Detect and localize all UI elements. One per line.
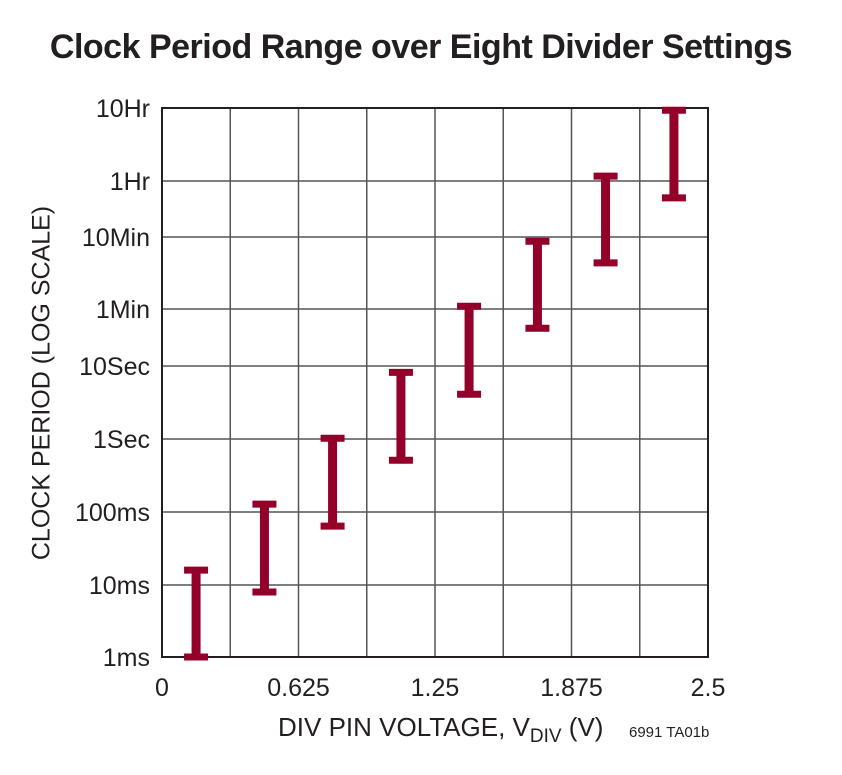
x-axis-label-suffix: (V) xyxy=(561,712,604,742)
x-axis-label-prefix: DIV PIN VOLTAGE, V xyxy=(278,712,530,742)
x-tick-label: 0.625 xyxy=(267,674,330,702)
x-tick-label: 0 xyxy=(155,674,169,702)
y-tick-label: 1Min xyxy=(96,296,150,324)
y-tick-label: 10ms xyxy=(89,572,150,600)
y-tick-label: 1Sec xyxy=(93,426,150,454)
y-tick-label: 100ms xyxy=(75,499,150,527)
figure-code: 6991 TA01b xyxy=(629,724,710,741)
y-axis-label: CLOCK PERIOD (LOG SCALE) xyxy=(27,205,56,561)
y-tick-label: 10Sec xyxy=(79,353,150,381)
y-tick-label: 1ms xyxy=(103,644,150,672)
x-tick-label: 2.5 xyxy=(691,674,726,702)
y-tick-label: 10Min xyxy=(82,224,150,252)
x-axis-label: DIV PIN VOLTAGE, VDIV (V) xyxy=(278,712,603,748)
x-tick-label: 1.875 xyxy=(540,674,603,702)
y-tick-label: 10Hr xyxy=(96,95,150,123)
plot-frame xyxy=(161,107,709,658)
chart-title: Clock Period Range over Eight Divider Se… xyxy=(49,28,793,66)
x-axis-label-subscript: DIV xyxy=(529,726,562,747)
x-tick-label: 1.25 xyxy=(411,674,460,702)
y-tick-label: 1Hr xyxy=(110,168,150,196)
